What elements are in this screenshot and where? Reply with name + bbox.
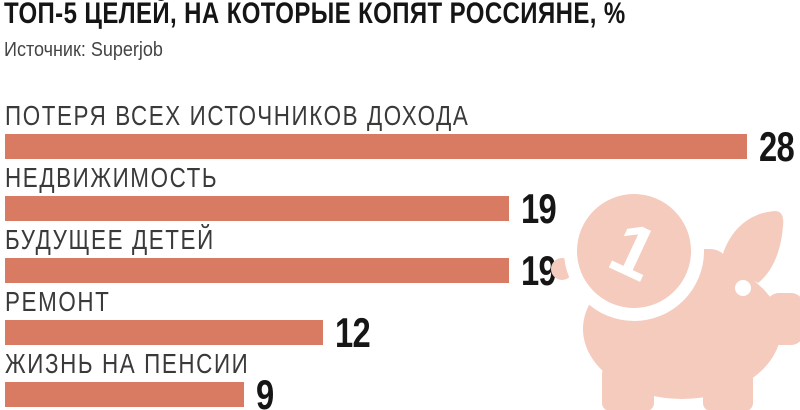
pig-eye xyxy=(735,280,751,296)
pig-ear xyxy=(720,211,784,283)
bar xyxy=(5,382,244,407)
bar xyxy=(5,196,509,221)
bar-label: РЕМОНТ xyxy=(5,286,111,317)
bar xyxy=(5,134,747,159)
bar-value: 9 xyxy=(256,371,274,410)
coin xyxy=(577,194,691,308)
pig-snout xyxy=(766,293,800,345)
bar-track: 28 xyxy=(5,123,800,170)
source-label: Источник: Superjob xyxy=(4,39,163,61)
bar xyxy=(5,258,509,283)
piggy-bank-coin-icon: 1 xyxy=(551,181,800,410)
pig-leg-right xyxy=(703,366,753,410)
bar-track: 9 xyxy=(5,371,800,410)
bar-chart: ПОТЕРЯ ВСЕХ ИСТОЧНИКОВ ДОХОДА 28 НЕДВИЖИ… xyxy=(5,100,800,410)
bar-track: 12 xyxy=(5,309,800,356)
bar-row: ЖИЗНЬ НА ПЕНСИИ 9 xyxy=(5,348,800,410)
page-title: ТОП-5 ЦЕЛЕЙ, НА КОТОРЫЕ КОПЯТ РОССИЯНЕ, … xyxy=(4,0,626,30)
bar-label: ПОТЕРЯ ВСЕХ ИСТОЧНИКОВ ДОХОДА xyxy=(5,100,470,131)
bar-value: 28 xyxy=(759,123,795,170)
bar-row: НЕДВИЖИМОСТЬ 19 xyxy=(5,162,800,230)
bar-label: БУДУЩЕЕ ДЕТЕЙ xyxy=(5,224,215,255)
bar-label: ЖИЗНЬ НА ПЕНСИИ xyxy=(5,348,250,379)
bar-track: 19 xyxy=(5,188,800,230)
bar xyxy=(5,320,323,345)
bar-row: РЕМОНТ 12 xyxy=(5,286,800,356)
pig-leg-left xyxy=(602,366,654,410)
bar-row: БУДУЩЕЕ ДЕТЕЙ 19 xyxy=(5,224,800,292)
bar-label: НЕДВИЖИМОСТЬ xyxy=(5,162,219,193)
bar-value: 12 xyxy=(335,309,371,356)
bar-row: ПОТЕРЯ ВСЕХ ИСТОЧНИКОВ ДОХОДА 28 xyxy=(5,100,800,170)
